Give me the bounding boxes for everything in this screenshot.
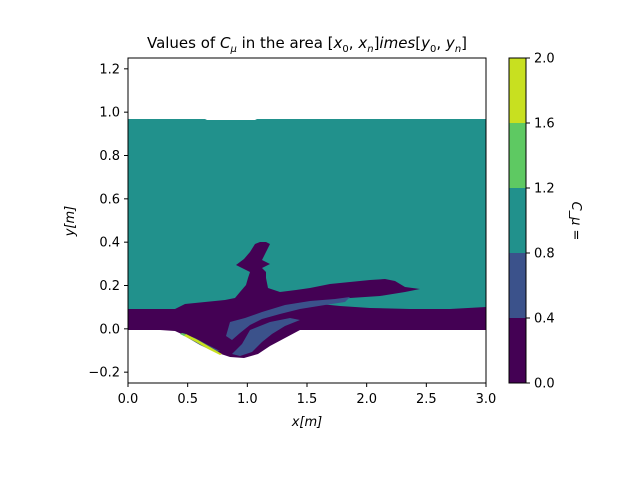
colorbar-tick-label: 1.2 xyxy=(534,182,555,197)
x-tick-label: 0.5 xyxy=(177,392,198,407)
colorbar-tick-label: 2.0 xyxy=(534,52,555,67)
y-tick-label: 0.6 xyxy=(99,192,120,207)
y-tick-label: 1.0 xyxy=(99,106,120,121)
y-tick-label: 0.0 xyxy=(99,322,120,337)
y-axis-label: y[m] xyxy=(63,206,78,238)
colorbar-tick-label: 0.4 xyxy=(534,312,555,327)
colorbar-tick-label: 0.0 xyxy=(534,377,555,392)
colorbar-frame xyxy=(508,57,527,384)
y-tick-label: 0.2 xyxy=(99,279,120,294)
contour-region-0.0-0.4 xyxy=(128,242,486,358)
contour-region-0.4-0.8 xyxy=(226,297,350,340)
x-tick-label: 2.5 xyxy=(416,392,437,407)
y-tick-label: −0.2 xyxy=(88,366,120,381)
y-axis: −0.2 0.0 0.2 0.4 0.6 0.8 1.0 1.2 xyxy=(88,62,128,381)
x-axis-label: x[m] xyxy=(291,415,323,430)
colorbar-tick-label: 1.6 xyxy=(534,117,555,132)
colorbar-segment xyxy=(509,58,526,123)
x-tick-label: 3.0 xyxy=(476,392,497,407)
colorbar-label: C_μ = xyxy=(568,202,583,241)
colorbar: 0.0 0.4 0.8 1.2 1.6 2.0 xyxy=(508,52,555,392)
x-tick-label: 1.0 xyxy=(237,392,258,407)
colorbar-segment xyxy=(509,123,526,188)
x-tick-label: 1.5 xyxy=(297,392,318,407)
x-tick-label: 2.0 xyxy=(356,392,377,407)
colorbar-segment xyxy=(509,253,526,318)
y-tick-label: 0.8 xyxy=(99,149,120,164)
x-tick-label: 0.0 xyxy=(118,392,139,407)
contour-region-0.4-0.8-lower xyxy=(232,318,300,356)
y-tick-label: 0.4 xyxy=(99,236,120,251)
plot-area xyxy=(127,57,487,384)
contour-region-0.8-1.2 xyxy=(128,119,486,330)
chart-title: Values of Cμ in the area [x0, xn]imes[y0… xyxy=(147,34,467,55)
contour-region-1.2-1.6 xyxy=(180,333,186,336)
colorbar-tick-label: 0.8 xyxy=(534,247,555,262)
x-axis: 0.0 0.5 1.0 1.5 2.0 2.5 3.0 xyxy=(118,383,497,407)
colorbar-segment xyxy=(509,318,526,383)
contour-region-1.6-2.0 xyxy=(184,334,222,355)
y-tick-label: 1.2 xyxy=(99,62,120,77)
colorbar-segment xyxy=(509,188,526,253)
